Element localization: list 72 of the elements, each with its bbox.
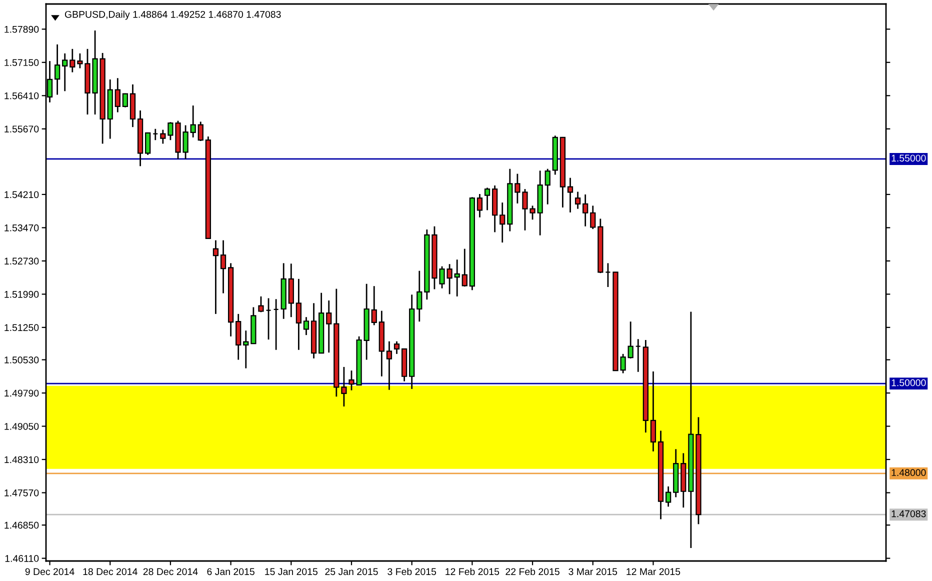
x-tick-label: 18 Dec 2014 [83,568,138,576]
candlestick [605,262,611,288]
candlestick [303,316,310,336]
candlestick [416,270,422,322]
y-tick-label: 1.48310 [4,456,39,464]
candlestick [635,338,641,373]
x-tick-label: 28 Dec 2014 [143,568,198,576]
y-tick-label: 1.51250 [4,324,39,332]
candlestick [152,128,158,141]
candlestick [628,320,634,360]
candlestick [220,240,226,294]
x-tick-label: 3 Mar 2015 [568,568,618,576]
y-tick-label: 1.46110 [5,555,39,562]
candlestick [567,177,574,214]
candlestick [544,168,550,206]
x-tick-label: 6 Jan 2015 [207,568,254,576]
candlestick [582,194,588,228]
candlestick [341,366,347,408]
candlestick [665,486,672,508]
candlestick [454,258,460,298]
ref-line-label: 1.47083 [892,510,926,518]
y-tick-label: 1.57890 [4,26,39,33]
candlestick [122,92,128,108]
candlestick [114,77,120,113]
candlestick [500,202,506,244]
y-tick-label: 1.54210 [4,191,39,198]
y-tick-label: 1.49790 [4,390,39,397]
candlestick [462,248,468,288]
y-tick-label: 1.47570 [4,489,39,496]
y-tick-label: 1.46850 [4,522,39,529]
candlestick [650,370,656,452]
candlestick [190,104,196,138]
candlestick [574,191,581,210]
x-tick-label: 25 Jan 2015 [325,568,378,576]
x-tick-label: 22 Feb 2015 [506,568,560,576]
x-tick-label: 9 Dec 2014 [25,568,74,576]
y-tick-label: 1.50530 [4,356,39,364]
candlestick [296,278,302,351]
candlestick [243,330,249,369]
candlestick [160,129,166,144]
candlestick [212,240,219,315]
candlestick [386,340,392,391]
ref-line-label: 1.48000 [892,469,926,476]
y-tick-label: 1.57150 [4,59,39,66]
y-tick-label: 1.52730 [4,258,39,265]
y-tick-label: 1.51990 [4,290,39,298]
ref-line-label: 1.50000 [892,379,926,386]
candlestick [258,296,264,313]
y-tick-label: 1.53470 [4,224,39,232]
candlestick [326,300,332,354]
y-tick-label: 1.49050 [4,422,39,430]
ref-line-label: 1.55000 [892,154,926,162]
candlestick [54,44,60,96]
candlestick [266,298,272,340]
candlestick [198,120,204,142]
x-tick-label: 15 Jan 2015 [265,568,318,576]
x-tick-label: 12 Mar 2015 [626,568,680,576]
candlestick [145,132,151,156]
candlestick [371,285,377,326]
candlestick [476,193,483,218]
y-tick-label: 1.56410 [4,92,39,100]
candlestick [590,204,596,230]
candlestick [394,340,400,355]
x-tick-label: 3 Feb 2015 [388,568,436,576]
candlestick [273,298,279,351]
candlestick [62,52,68,92]
candlestick [236,313,242,360]
text: GBPUSD,Daily 1.48864 1.49252 1.46870 1.47083 [64,10,281,20]
candlestick [70,48,76,73]
candlestick [484,187,490,211]
y-tick-label: 1.55670 [4,126,39,132]
x-tick-label: 12 Feb 2015 [446,568,500,576]
